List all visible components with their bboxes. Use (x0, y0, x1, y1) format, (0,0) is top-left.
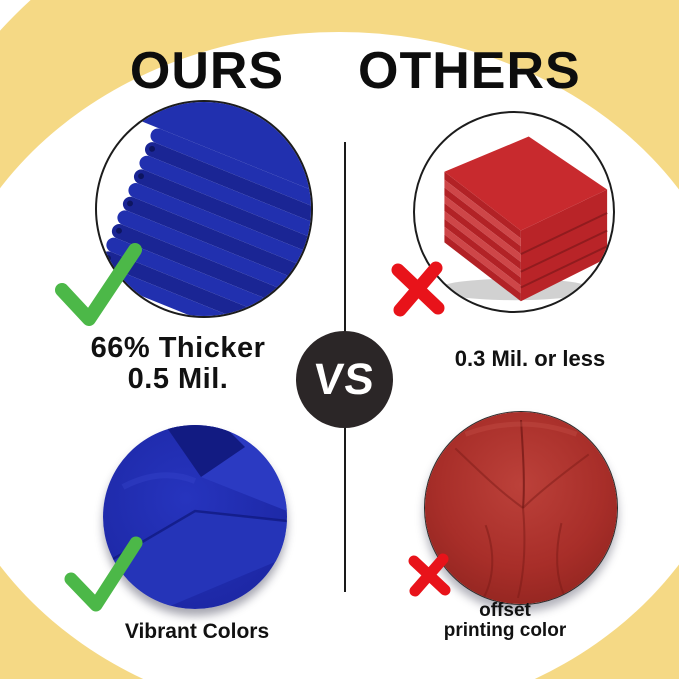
others-print-line2: printing color (443, 620, 567, 641)
others-print-line1: offset (479, 600, 531, 621)
ours-thickness-line1: 66% Thicker (90, 332, 266, 364)
vs-badge: VS (296, 331, 393, 428)
red-tablecloth-closeup-image (425, 412, 617, 604)
header-others: OTHERS (358, 42, 581, 100)
red-tablecloth-stack-image (436, 136, 608, 302)
others-print-caption: offset printing color (420, 601, 590, 641)
ours-color-caption: Vibrant Colors (124, 620, 270, 643)
header-ours: OURS (129, 42, 285, 100)
others-thickness-photo (413, 111, 615, 313)
others-thickness-caption: 0.3 Mil. or less (454, 346, 606, 371)
ours-thickness-line2: 0.5 Mil. (127, 363, 229, 395)
blue-tablecloth-stack-image (97, 102, 311, 316)
vs-label: VS (312, 354, 378, 404)
ours-thickness-photo (95, 100, 313, 318)
ours-thickness-caption: 66% Thicker 0.5 Mil. (53, 333, 303, 395)
ours-color-photo (103, 425, 287, 609)
blue-tablecloth-closeup-image (103, 425, 287, 609)
others-print-photo (424, 411, 618, 605)
